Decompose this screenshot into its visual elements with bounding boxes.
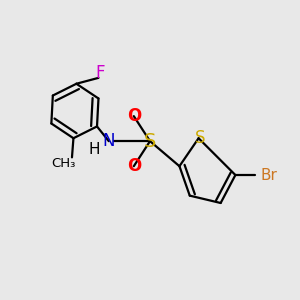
Text: CH₃: CH₃ bbox=[51, 157, 75, 170]
Text: O: O bbox=[127, 157, 141, 175]
Text: O: O bbox=[127, 107, 141, 125]
Text: N: N bbox=[103, 132, 115, 150]
Text: F: F bbox=[95, 64, 105, 82]
Text: Br: Br bbox=[260, 167, 277, 182]
Text: H: H bbox=[88, 142, 100, 158]
Text: S: S bbox=[144, 132, 156, 151]
Text: S: S bbox=[195, 129, 205, 147]
